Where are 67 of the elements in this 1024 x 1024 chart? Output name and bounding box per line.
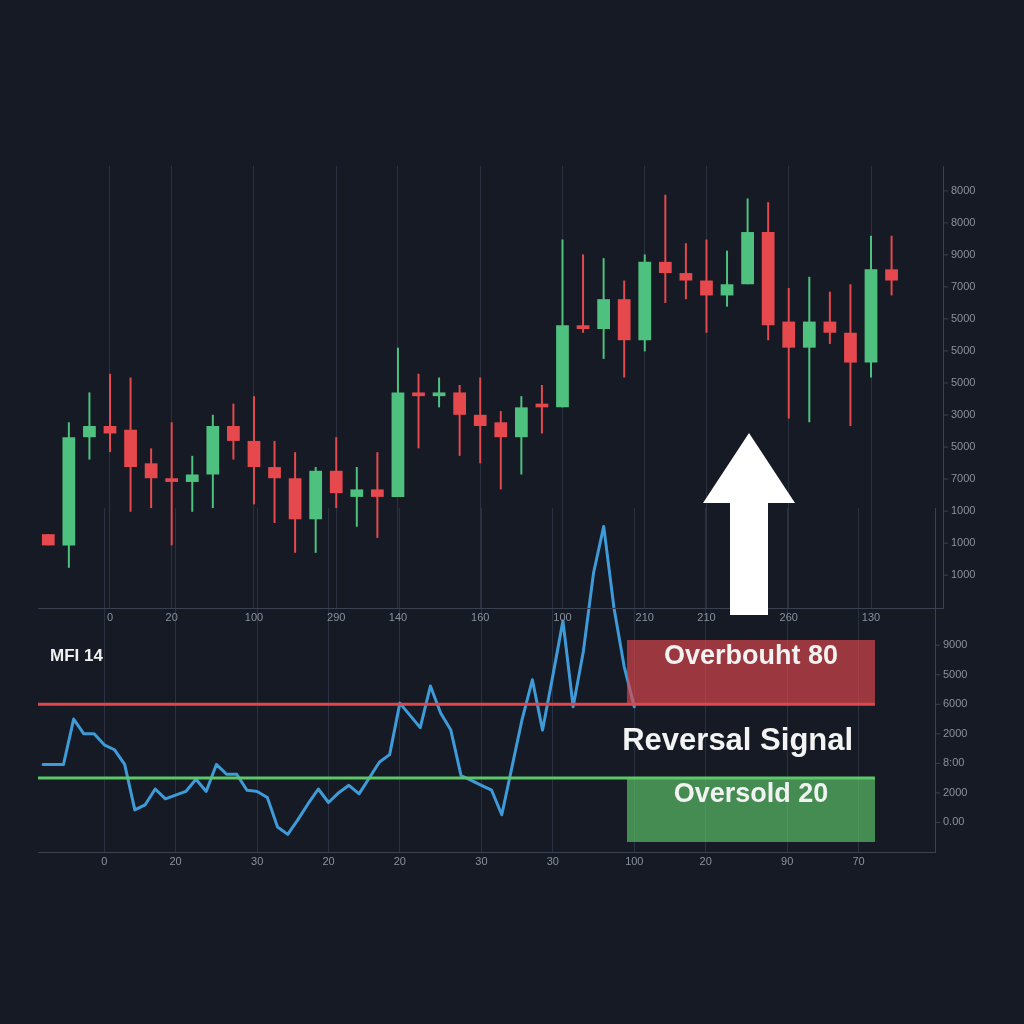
candlestick	[144, 447, 158, 510]
label-tag: Oversold 20	[627, 777, 875, 842]
x-tick-label: 210	[635, 611, 654, 624]
candlestick	[268, 439, 281, 524]
x-tick-label: 30	[475, 855, 488, 868]
text: 8000	[951, 215, 976, 228]
candlestick	[227, 402, 240, 461]
text: 7000	[951, 472, 976, 485]
text: 2000	[943, 726, 968, 739]
candlestick	[658, 193, 672, 304]
x-tick-label: 0	[106, 611, 114, 624]
candlestick	[679, 242, 693, 301]
candlestick	[576, 253, 590, 334]
text: 6000	[943, 697, 968, 710]
x-tick-label: 20	[165, 611, 178, 624]
label-tag: Overbouht 80	[627, 640, 875, 705]
x-tick-label: 140	[388, 611, 408, 624]
x-tick-label: 210	[697, 611, 716, 624]
candlestick	[83, 391, 96, 461]
candlestick	[371, 451, 384, 539]
candlestick	[700, 238, 713, 334]
candlestick	[453, 383, 467, 457]
text: 5000	[951, 343, 976, 356]
candlestick	[823, 290, 837, 345]
candlestick	[185, 454, 199, 513]
text: 0.00	[943, 815, 965, 828]
candlestick	[165, 421, 179, 547]
candlestick	[720, 249, 734, 308]
text: 8000	[951, 183, 976, 196]
candlestick	[412, 372, 425, 450]
text: 5000	[951, 311, 976, 324]
x-tick-label: 20	[322, 855, 335, 868]
text: 7000	[951, 279, 976, 292]
text: 9000	[943, 638, 968, 651]
x-tick-label: 20	[393, 855, 406, 868]
x-tick-label: 30	[546, 855, 559, 868]
candlestick	[473, 376, 487, 465]
x-tick-label: 0	[101, 855, 108, 868]
text: 1000	[951, 536, 976, 549]
candlestick	[494, 410, 508, 491]
x-tick-label: 290	[327, 611, 346, 624]
annotation: Reversal Signal	[622, 721, 854, 757]
x-tick-label: 100	[553, 611, 572, 624]
text: MFI 14	[50, 645, 104, 665]
text: 1000	[951, 568, 976, 581]
text: 5000	[951, 440, 976, 453]
text: 3000	[951, 408, 976, 421]
x-tick-label: 30	[251, 855, 264, 868]
text: 2000	[943, 785, 968, 798]
x-tick-label: 20	[699, 855, 712, 868]
x-tick-label: 260	[779, 611, 798, 624]
x-tick-label: 90	[781, 855, 794, 868]
x-tick-label: 70	[852, 855, 865, 868]
text: 1000	[951, 504, 976, 517]
x-tick-label: 130	[861, 611, 881, 624]
text: 5000	[951, 376, 976, 388]
x-tick-label: 100	[244, 611, 264, 624]
x-tick-label: 160	[471, 611, 490, 624]
text: 5000	[943, 667, 968, 680]
candlestick	[432, 376, 446, 409]
candlestick	[329, 436, 343, 510]
x-tick-label: 100	[625, 855, 644, 868]
x-tick-label: 20	[169, 855, 182, 868]
text: 8:00	[943, 756, 965, 769]
text: 9000	[951, 247, 976, 260]
candlestick	[885, 234, 898, 297]
candlestick	[350, 466, 364, 528]
